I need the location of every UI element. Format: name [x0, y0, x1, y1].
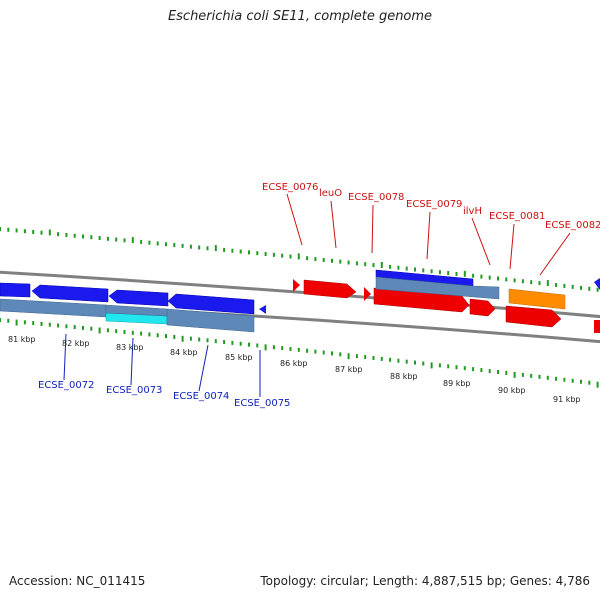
- cds-bar[interactable]: [0, 298, 107, 318]
- reverse-cds-group: [0, 298, 255, 333]
- gene-arrow-forward[interactable]: [303, 279, 357, 299]
- scale-label: 82 kbp: [62, 339, 90, 348]
- gene-arrow-reverse[interactable]: [594, 278, 600, 290]
- forward-gene-group: [293, 269, 600, 333]
- label-leader-line: [63, 333, 67, 381]
- scale-label: 84 kbp: [170, 348, 198, 357]
- reverse-gene-group: [0, 282, 266, 315]
- scale-labels: 81 kbp 82 kbp 83 kbp 84 kbp 85 kbp 86 kbp 87 k…: [8, 335, 581, 404]
- gene-label[interactable]: ECSE_0072: [38, 380, 94, 391]
- gene-label[interactable]: ECSE_0081: [489, 211, 545, 222]
- label-leader-line: [509, 223, 515, 270]
- gene-arrow-forward[interactable]: [469, 298, 496, 317]
- label-leader-line: [286, 193, 303, 246]
- cds-bar[interactable]: [375, 276, 500, 300]
- gene-arrow-reverse[interactable]: [259, 305, 266, 314]
- gene-label[interactable]: ECSE_0079: [406, 199, 462, 210]
- gene-arrow-forward[interactable]: [293, 279, 300, 292]
- map-title: Escherichia coli SE11, complete genome: [167, 9, 433, 24]
- gene-arrow-reverse[interactable]: [108, 289, 169, 307]
- scale-label: 89 kbp: [443, 379, 471, 388]
- gene-arrow-forward[interactable]: [505, 305, 562, 328]
- gene-label[interactable]: ECSE_0073: [106, 385, 162, 396]
- scale-label: 91 kbp: [553, 395, 581, 404]
- gene-labels-bottom: ECSE_0072 ECSE_0073 ECSE_0074 ECSE_0075: [38, 380, 290, 409]
- label-leader-line: [198, 344, 209, 392]
- outer-tick-track: [0, 227, 599, 292]
- genome-summary-text: Topology: circular; Length: 4,887,515 bp…: [260, 574, 590, 588]
- label-leader-line: [130, 337, 134, 386]
- gene-label[interactable]: ECSE_0074: [173, 391, 229, 402]
- inner-tick-track: [0, 318, 599, 388]
- gene-label[interactable]: leuO: [319, 188, 342, 199]
- gene-arrow-reverse[interactable]: [0, 282, 31, 298]
- gene-label[interactable]: ECSE_0076: [262, 182, 318, 193]
- label-leader-line: [426, 211, 431, 260]
- gene-label[interactable]: ECSE_0082: [545, 220, 600, 231]
- scale-label: 90 kbp: [498, 386, 526, 395]
- gene-label[interactable]: ECSE_0075: [234, 398, 290, 409]
- gene-arrow-reverse[interactable]: [167, 293, 255, 315]
- gene-label[interactable]: ilvH: [463, 206, 482, 217]
- gene-arrow-reverse[interactable]: [31, 284, 109, 303]
- label-leaders: [63, 193, 571, 397]
- cds-bar[interactable]: [166, 308, 255, 333]
- scale-label: 87 kbp: [335, 365, 363, 374]
- scale-label: 86 kbp: [280, 359, 308, 368]
- gene-label[interactable]: ECSE_0078: [348, 192, 404, 203]
- label-leader-line: [539, 232, 571, 276]
- scale-label: 88 kbp: [390, 372, 418, 381]
- scale-label: 83 kbp: [116, 343, 144, 352]
- scale-label: 81 kbp: [8, 335, 36, 344]
- gene-arrow-forward[interactable]: [594, 320, 600, 333]
- accession-text: Accession: NC_011415: [9, 574, 146, 588]
- scale-label: 85 kbp: [225, 353, 253, 362]
- label-leader-line: [471, 217, 491, 266]
- gene-arrow-forward[interactable]: [364, 287, 371, 301]
- rna-gene[interactable]: [508, 288, 566, 310]
- label-leader-line: [371, 204, 374, 254]
- label-leader-line: [330, 200, 337, 249]
